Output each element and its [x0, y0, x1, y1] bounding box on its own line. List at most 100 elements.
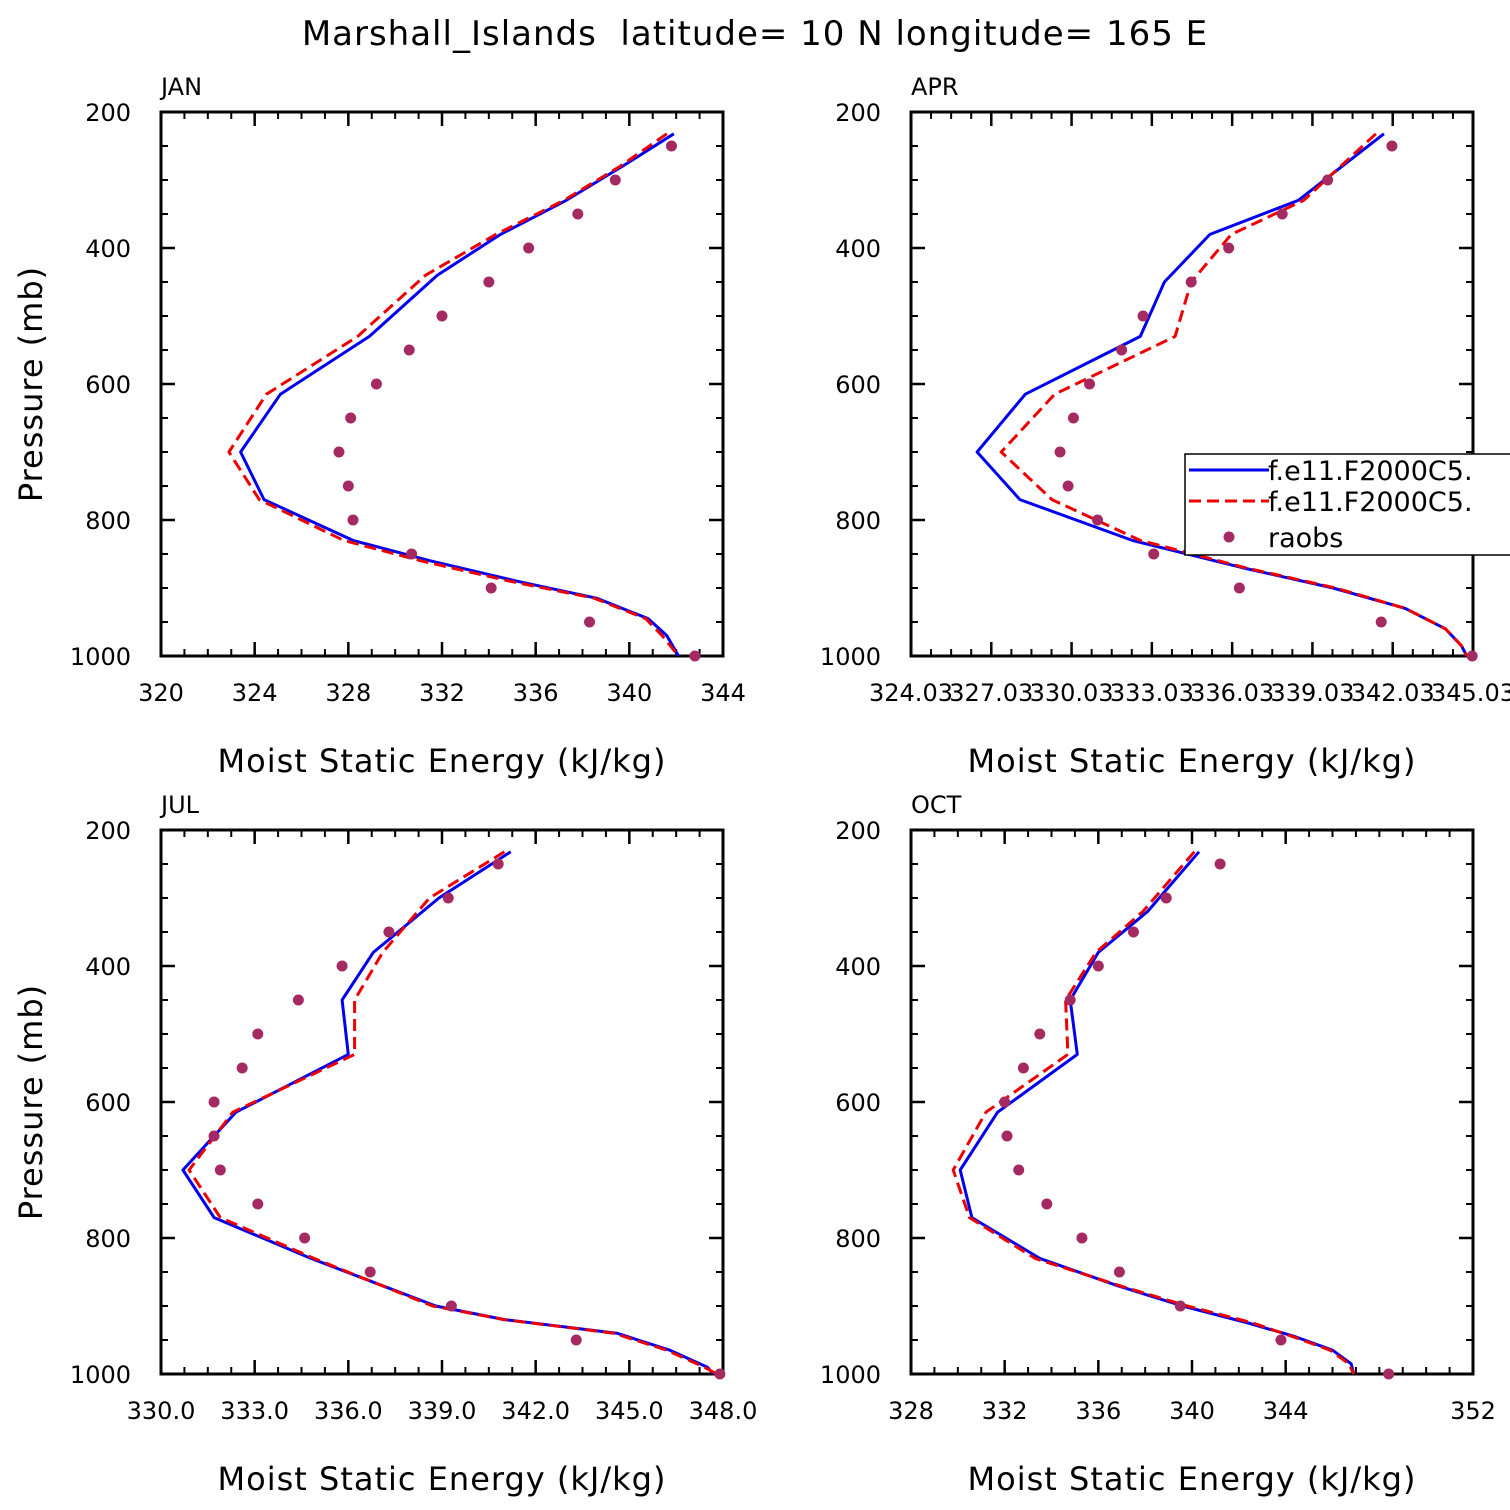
series-line-dashed-oct	[951, 850, 1355, 1375]
legend-label: f.e11.F2000C5.	[1268, 456, 1473, 487]
y-tick-label: 1000	[820, 643, 881, 671]
y-tick-label: 400	[85, 235, 131, 263]
x-tick-label: 330.0	[127, 1397, 196, 1425]
raobs-point	[292, 994, 304, 1006]
raobs-point	[1185, 276, 1197, 288]
raobs-point	[1067, 412, 1079, 424]
raobs-point	[1062, 480, 1074, 492]
raobs-point	[252, 1028, 264, 1040]
panel-oct: OCT 328 332 336 340 344 352 200 400 600 800 1000 Moi…	[820, 791, 1496, 1498]
raobs-point	[436, 310, 448, 322]
raobs-point	[1137, 310, 1149, 322]
x-tick-label: 324	[232, 679, 278, 707]
x-tick-label: 342.0	[501, 1397, 570, 1425]
x-tick-label: 336.0	[314, 1397, 383, 1425]
y-tick-label: 800	[835, 507, 881, 535]
raobs-point	[1383, 1368, 1395, 1380]
raobs-point	[406, 548, 418, 560]
y-tick-label: 600	[85, 1089, 131, 1117]
raobs-point	[1034, 1028, 1046, 1040]
raobs-point	[333, 446, 345, 458]
raobs-point	[1064, 994, 1076, 1006]
panel-label: APR	[911, 73, 959, 101]
raobs-point	[1276, 208, 1288, 220]
y-tick-label: 200	[85, 817, 131, 845]
raobs-point	[1084, 378, 1096, 390]
raobs-point	[1223, 242, 1235, 254]
y-tick-label: 600	[835, 371, 881, 399]
x-tick-label: 330.03	[1030, 679, 1114, 707]
axes-oct: OCT 328 332 336 340 344 352 200 400 600 800 1000 Moi…	[820, 791, 1496, 1498]
raobs-point	[208, 1096, 220, 1108]
raobs-point	[208, 1130, 220, 1142]
y-tick-label: 400	[835, 953, 881, 981]
x-axis-title: Moist Static Energy (kJ/kg)	[218, 742, 667, 780]
raobs-point	[1113, 1266, 1125, 1278]
panel-label: JUL	[159, 791, 200, 819]
plot-frame	[159, 828, 725, 1376]
legend-label: f.e11.F2000C5.	[1268, 487, 1473, 518]
plot-frame	[159, 110, 725, 658]
x-tick-label: 339.0	[408, 1397, 477, 1425]
raobs-point	[236, 1062, 248, 1074]
raobs-point	[364, 1266, 376, 1278]
raobs-point	[1054, 446, 1066, 458]
y-tick-label: 200	[835, 99, 881, 127]
x-tick-label: 336.03	[1190, 679, 1274, 707]
raobs-point	[1466, 650, 1478, 662]
raobs-point	[299, 1232, 311, 1244]
raobs-point	[483, 276, 495, 288]
raobs-point	[1233, 582, 1245, 594]
series-line-solid-jan	[239, 132, 680, 657]
y-axis-title: Pressure (mb)	[12, 984, 50, 1220]
raobs-point	[1174, 1300, 1186, 1312]
x-tick-label: 332	[419, 679, 465, 707]
y-tick-label: 200	[85, 99, 131, 127]
panel-label: JAN	[159, 73, 202, 101]
y-tick-label: 400	[85, 953, 131, 981]
y-tick-label: 1000	[70, 643, 131, 671]
legend-label: raobs	[1268, 523, 1343, 554]
y-tick-label: 1000	[70, 1361, 131, 1389]
y-tick-label: 600	[835, 1089, 881, 1117]
x-tick-label: 336	[1075, 1397, 1121, 1425]
x-tick-label: 344	[1263, 1397, 1309, 1425]
raobs-point	[584, 616, 596, 628]
raobs-point	[370, 378, 382, 390]
raobs-point	[1375, 616, 1387, 628]
raobs-point	[1001, 1130, 1013, 1142]
axes-jan: JAN 320 324 328 332 336 340 344 200 400 600 800 1000…	[12, 73, 746, 780]
x-tick-label: 333.0	[220, 1397, 289, 1425]
raobs-point	[492, 858, 504, 870]
y-tick-label: 200	[835, 817, 881, 845]
legend-raobs-marker	[1223, 531, 1235, 543]
x-tick-label: 348.0	[689, 1397, 758, 1425]
raobs-point	[572, 208, 584, 220]
raobs-point	[523, 242, 535, 254]
series-line-dashed-apr	[999, 132, 1469, 657]
raobs-point	[347, 514, 359, 526]
raobs-point	[1386, 140, 1398, 152]
raobs-point	[665, 140, 677, 152]
plot-frame	[909, 110, 1475, 658]
x-tick-label: 333.03	[1110, 679, 1194, 707]
y-tick-label: 800	[85, 1225, 131, 1253]
raobs-point	[1160, 892, 1172, 904]
legend: f.e11.F2000C5.f.e11.F2000C5. raobs	[1184, 453, 1510, 556]
x-tick-label: 328	[325, 679, 371, 707]
raobs-point	[1013, 1164, 1025, 1176]
x-tick-label: 345.0	[595, 1397, 664, 1425]
plot-frame	[909, 828, 1475, 1376]
raobs-point	[1092, 514, 1104, 526]
raobs-point	[714, 1368, 726, 1380]
figure-title: Marshall_Islands latitude= 10 N longitud…	[302, 14, 1208, 54]
x-tick-label: 324.03	[869, 679, 953, 707]
raobs-point	[345, 412, 357, 424]
series-raobs-jul	[208, 858, 726, 1380]
x-tick-label: 339.03	[1270, 679, 1354, 707]
series-line-solid-apr	[975, 132, 1469, 657]
x-tick-label: 327.03	[949, 679, 1033, 707]
x-axis-title: Moist Static Energy (kJ/kg)	[968, 1460, 1417, 1498]
raobs-point	[342, 480, 354, 492]
